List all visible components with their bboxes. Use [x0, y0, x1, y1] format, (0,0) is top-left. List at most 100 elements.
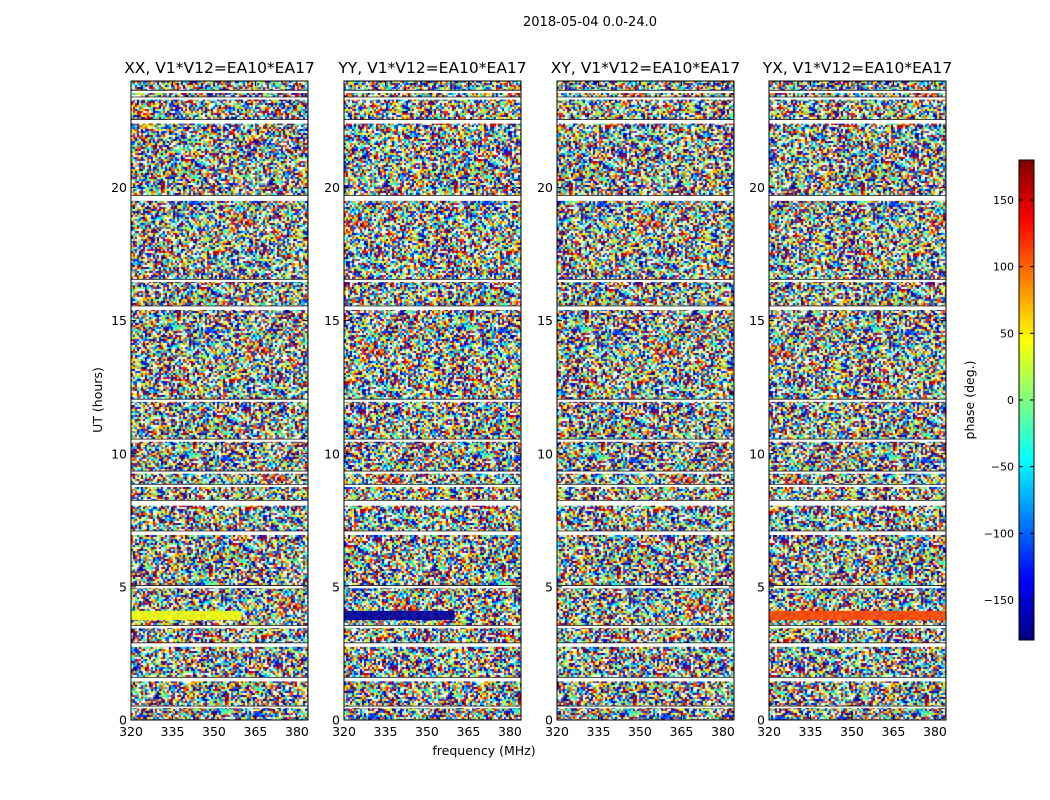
flagged-band: [769, 642, 946, 647]
y-tick-label: 0: [119, 713, 127, 728]
x-tick-label: 350: [840, 724, 864, 739]
flagged-band: [131, 439, 308, 442]
flagged-band: [557, 642, 734, 647]
flagged-band: [131, 530, 308, 535]
y-tick-label: 5: [119, 579, 127, 594]
flagged-band: [344, 484, 521, 488]
flagged-band: [557, 195, 734, 201]
flagged-band: [131, 119, 308, 124]
flagged-band: [769, 625, 946, 629]
flagged-band: [769, 119, 946, 124]
panel-2: YY, V1*V12=EA10*EA17 320 335 350 365 380 0 5 10 1…: [324, 59, 527, 739]
x-tick-label: 320: [545, 724, 569, 739]
y-tick-label: 5: [545, 579, 553, 594]
flagged-band: [557, 90, 734, 93]
flagged-band: [344, 439, 521, 442]
flagged-band: [131, 90, 308, 93]
x-tick-label: 350: [415, 724, 439, 739]
flagged-band: [131, 195, 308, 201]
flagged-band: [131, 484, 308, 488]
flagged-band: [769, 439, 946, 442]
coherent-phase-feature: [344, 610, 455, 621]
flagged-band: [557, 439, 734, 442]
y-tick-label: 10: [749, 446, 765, 461]
flagged-band: [557, 305, 734, 310]
x-tick-label: 335: [587, 724, 611, 739]
x-tick-label: 380: [923, 724, 947, 739]
flagged-band: [557, 530, 734, 535]
y-tick-label: 5: [757, 579, 765, 594]
colorbar-tick-label: 150: [993, 194, 1014, 207]
flagged-band: [557, 399, 734, 402]
flagged-band: [769, 585, 946, 589]
panel-4: YX, V1*V12=EA10*EA17 320 335 350 365 380 0 5 10 1…: [749, 59, 952, 739]
flagged-band: [344, 625, 521, 629]
flagged-band: [131, 585, 308, 589]
flagged-band: [131, 706, 308, 709]
flagged-band: [769, 96, 946, 100]
panel-title: YX, V1*V12=EA10*EA17: [762, 59, 952, 77]
flagged-band: [557, 625, 734, 629]
flagged-band: [769, 530, 946, 535]
flagged-band: [769, 706, 946, 709]
colorbar-tick-label: −50: [991, 461, 1014, 474]
flagged-band: [131, 677, 308, 682]
y-tick-label: 15: [537, 313, 553, 328]
x-tick-label: 365: [244, 724, 268, 739]
x-tick-label: 320: [332, 724, 356, 739]
flagged-band: [131, 96, 308, 100]
flagged-band: [557, 119, 734, 124]
panel-3: XY, V1*V12=EA10*EA17 320 335 350 365 380 0 5 10 1…: [537, 59, 740, 739]
flagged-band: [769, 484, 946, 488]
y-tick-label: 0: [545, 713, 553, 728]
x-tick-label: 380: [498, 724, 522, 739]
flagged-band: [344, 585, 521, 589]
x-tick-label: 320: [119, 724, 143, 739]
colorbar-tick-label: 0: [1007, 394, 1014, 407]
flagged-band: [557, 585, 734, 589]
flagged-band: [769, 90, 946, 93]
flagged-band: [344, 642, 521, 647]
panel-title: YY, V1*V12=EA10*EA17: [337, 59, 526, 77]
panel-frame: [343, 80, 522, 721]
x-tick-label: 350: [628, 724, 652, 739]
flagged-band: [344, 279, 521, 283]
panel-title: XX, V1*V12=EA10*EA17: [124, 59, 315, 77]
flagged-band: [131, 642, 308, 647]
flagged-band: [557, 706, 734, 709]
y-tick-label: 5: [332, 579, 340, 594]
y-tick-label: 10: [111, 446, 127, 461]
y-tick-label: 20: [324, 180, 340, 195]
panel-frame: [556, 80, 735, 721]
flagged-band: [344, 305, 521, 310]
y-tick-label: 20: [111, 180, 127, 195]
flagged-band: [344, 195, 521, 201]
x-tick-label: 335: [799, 724, 823, 739]
flagged-band: [344, 677, 521, 682]
y-tick-label: 15: [111, 313, 127, 328]
figure-suptitle: 2018-05-04 0.0-24.0: [523, 15, 657, 30]
flagged-band: [344, 500, 521, 506]
flagged-band: [557, 484, 734, 488]
flagged-band: [769, 305, 946, 310]
colorbar-tick-label: −150: [984, 594, 1014, 607]
x-tick-label: 380: [285, 724, 309, 739]
flagged-band: [557, 279, 734, 283]
panel-frame: [130, 80, 309, 721]
flagged-band: [769, 677, 946, 682]
flagged-band: [344, 706, 521, 709]
y-tick-label: 10: [537, 446, 553, 461]
y-tick-label: 20: [749, 180, 765, 195]
x-tick-label: 365: [457, 724, 481, 739]
flagged-band: [344, 471, 521, 474]
flagged-band: [557, 500, 734, 506]
x-tick-label: 320: [757, 724, 781, 739]
panels-group: XX, V1*V12=EA10*EA17 320 335 350 365 380 0 5 10 1…: [111, 59, 952, 739]
colorbar: 150 100 50 0 −50 −100 −150 phase (deg.): [962, 159, 1035, 641]
flagged-band: [557, 96, 734, 100]
panel-title: XY, V1*V12=EA10*EA17: [551, 59, 740, 77]
y-axis-label: UT (hours): [90, 367, 105, 433]
flagged-band: [344, 530, 521, 535]
flagged-band: [769, 279, 946, 283]
